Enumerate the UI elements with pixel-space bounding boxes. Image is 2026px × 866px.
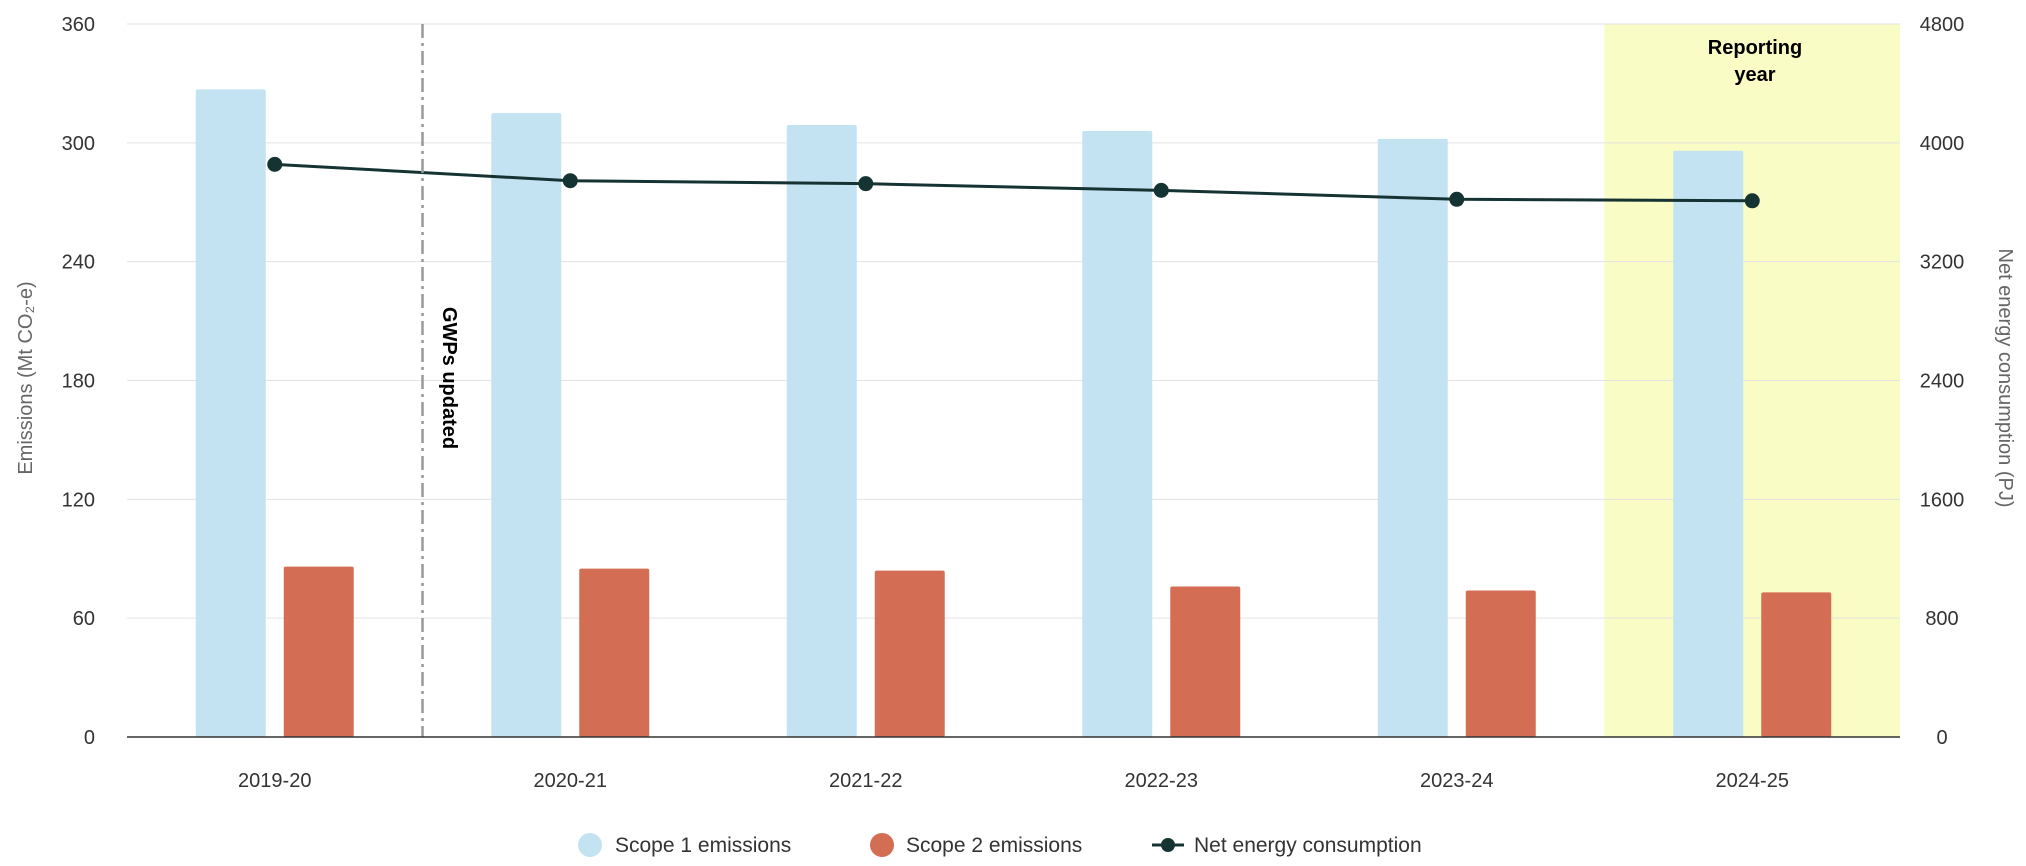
y-tick-label: 0 [84, 727, 95, 749]
y2-tick-label: 800 [1925, 608, 1958, 630]
bar-scope2 [1170, 586, 1241, 737]
y2-tick-label: 1600 [1920, 489, 1965, 511]
legend: Scope 1 emissions Scope 2 emissions Net … [578, 833, 1422, 857]
bar-scope2 [283, 566, 354, 737]
bar-scope2 [1761, 592, 1832, 737]
gwp-annotation-label: GWPs updated [438, 307, 460, 449]
x-tick-label: 2021-22 [829, 770, 902, 792]
bar-scope1 [491, 113, 562, 737]
x-tick-label: 2020-21 [534, 770, 607, 792]
bar-scope1 [786, 125, 857, 738]
legend-label-energy: Net energy consumption [1194, 834, 1422, 857]
y-tick-label: 60 [73, 608, 95, 630]
y-tick-label: 120 [62, 489, 95, 511]
bar-scope2 [1465, 590, 1536, 737]
axis-titles: Emissions (Mt CO₂-e) Net energy consumpt… [15, 248, 2016, 507]
x-tick-label: 2019-20 [238, 770, 311, 792]
energy-point [858, 176, 874, 192]
y2-axis-title: Net energy consumption (PJ) [1994, 248, 2016, 507]
reporting-year-label-line2: year [1734, 64, 1775, 86]
y-tick-label: 180 [62, 371, 95, 393]
legend-swatch-scope1 [578, 833, 602, 857]
energy-point [1153, 182, 1169, 198]
bar-scope1 [195, 89, 266, 737]
y2-tick-label: 3200 [1920, 252, 1965, 274]
bar-scope1 [1673, 150, 1744, 737]
bar-scope2 [874, 570, 945, 737]
legend-label-scope2: Scope 2 emissions [906, 834, 1082, 857]
energy-point [562, 173, 578, 189]
annotations: GWPs updated Reporting year [438, 37, 1802, 449]
energy-point [1744, 193, 1760, 209]
x-tick-label: 2022-23 [1125, 770, 1198, 792]
x-tick-label: 2024-25 [1716, 770, 1789, 792]
legend-swatch-marker [1161, 838, 1175, 852]
y2-tick-label: 4800 [1920, 14, 1965, 36]
reporting-year-label-line1: Reporting [1708, 37, 1802, 59]
energy-line [274, 162, 1753, 203]
bar-scope1 [1082, 130, 1153, 737]
y-axis-title: Emissions (Mt CO₂-e) [15, 281, 37, 474]
legend-swatch-scope2 [870, 833, 894, 857]
bar-series [195, 89, 1832, 738]
energy-point [267, 156, 283, 172]
bar-scope2 [579, 568, 650, 737]
y-tick-label: 300 [62, 133, 95, 155]
energy-point [1449, 191, 1465, 207]
y2-tick-label: 4000 [1920, 133, 1965, 155]
y-tick-label: 360 [62, 14, 95, 36]
y-tick-label: 240 [62, 252, 95, 274]
y2-tick-label: 0 [1936, 727, 1947, 749]
bar-scope1 [1377, 138, 1448, 738]
y2-tick-label: 2400 [1920, 371, 1965, 393]
axes: 0 60 120 180 240 300 360 0 800 1600 2400 3200 4000 48… [62, 14, 1965, 792]
legend-label-scope1: Scope 1 emissions [615, 834, 791, 857]
x-tick-label: 2023-24 [1420, 770, 1493, 792]
line-series [267, 156, 1760, 209]
